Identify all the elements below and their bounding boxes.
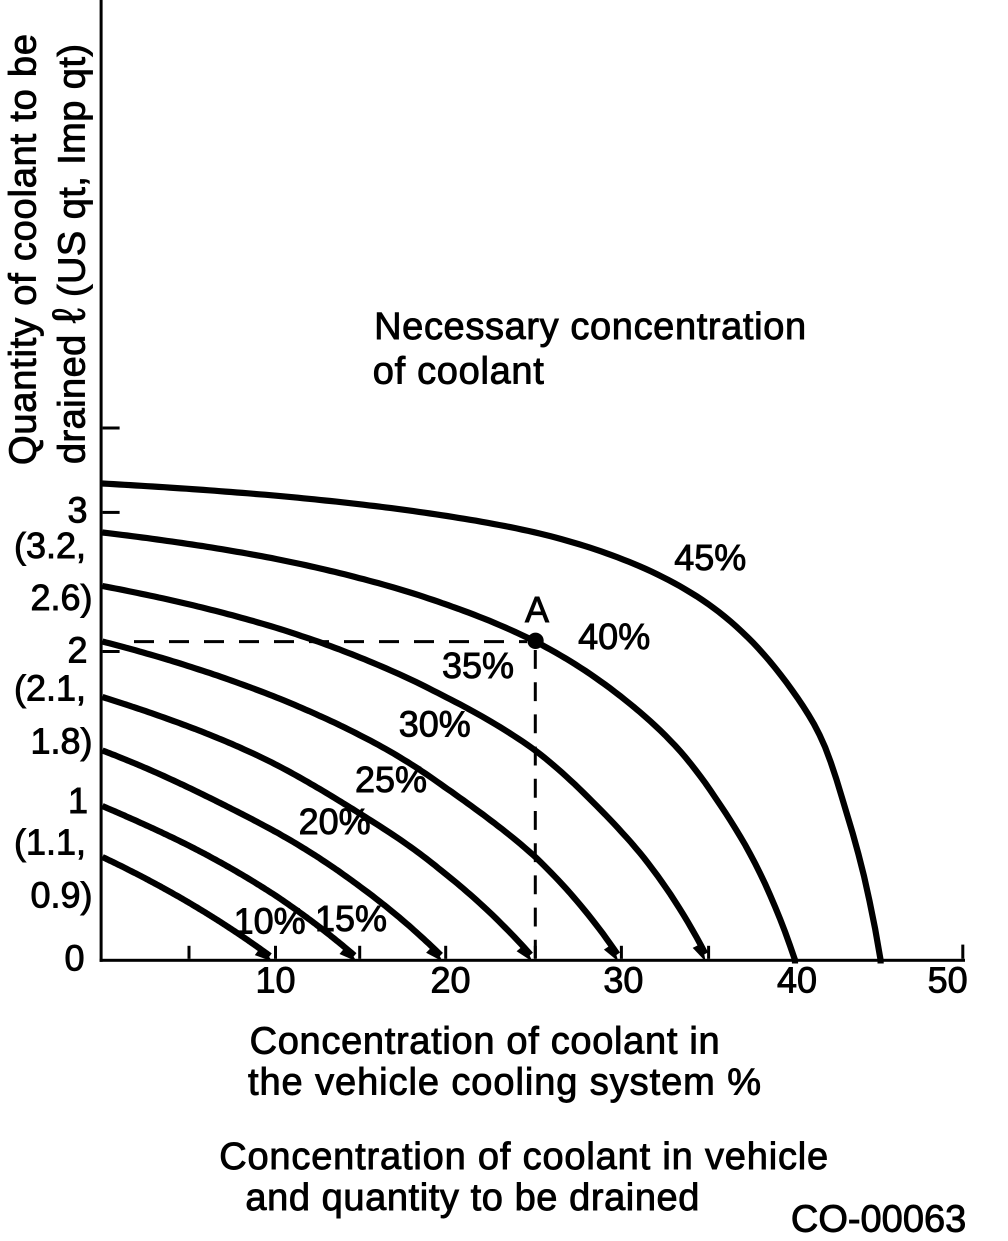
svg-text:(1.1,: (1.1,: [14, 822, 86, 863]
svg-text:40%: 40%: [578, 616, 650, 657]
svg-text:and quantity to be drained: and quantity to be drained: [245, 1177, 699, 1219]
svg-text:drained ℓ (US qt, Imp qt): drained ℓ (US qt, Imp qt): [42, 44, 94, 464]
svg-text:25%: 25%: [355, 759, 427, 800]
svg-text:0.9): 0.9): [30, 875, 92, 916]
svg-text:10%: 10%: [234, 901, 306, 942]
svg-text:Concentration of coolant in ve: Concentration of coolant in vehicle: [219, 1136, 828, 1178]
svg-text:20%: 20%: [299, 801, 371, 842]
svg-text:the vehicle cooling system %: the vehicle cooling system %: [248, 1062, 761, 1104]
svg-text:Concentration of coolant in: Concentration of coolant in: [250, 1021, 720, 1063]
svg-text:of coolant: of coolant: [373, 350, 544, 392]
svg-text:15%: 15%: [315, 898, 387, 939]
svg-text:1: 1: [68, 780, 88, 821]
svg-text:1.8): 1.8): [30, 720, 92, 761]
svg-text:0: 0: [64, 938, 84, 979]
svg-text:10: 10: [255, 959, 295, 1000]
svg-text:A: A: [525, 589, 549, 630]
svg-text:30: 30: [603, 959, 643, 1000]
svg-text:(3.2,: (3.2,: [14, 525, 86, 566]
svg-text:Necessary concentration: Necessary concentration: [374, 306, 806, 348]
svg-text:40: 40: [777, 959, 817, 1000]
svg-text:(2.1,: (2.1,: [14, 667, 86, 708]
svg-text:Quantity of coolant to be: Quantity of coolant to be: [3, 34, 45, 465]
svg-text:50: 50: [928, 959, 968, 1000]
svg-text:35%: 35%: [442, 645, 514, 686]
svg-text:2.6): 2.6): [30, 577, 92, 618]
svg-text:CO-00063: CO-00063: [791, 1199, 966, 1237]
svg-text:2: 2: [67, 630, 87, 671]
svg-text:20: 20: [430, 959, 470, 1000]
svg-text:30%: 30%: [399, 704, 471, 745]
svg-text:45%: 45%: [674, 537, 746, 578]
svg-text:3: 3: [67, 490, 87, 531]
